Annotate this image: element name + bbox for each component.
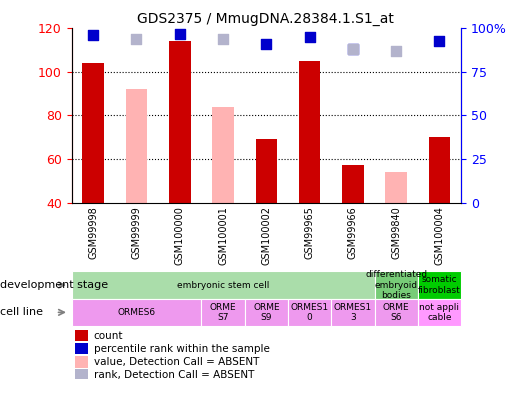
Bar (429, 137, 450, 202)
Point (219, 36, 227, 42)
Bar (82, 63, 104, 202)
Bar (75, 343, 88, 354)
Text: GSM100001: GSM100001 (218, 206, 228, 265)
Bar (375, 299, 418, 326)
Point (132, 36, 141, 42)
Text: count: count (94, 330, 123, 341)
Point (262, 41, 270, 47)
Bar (255, 139, 277, 202)
Point (89, 32, 98, 38)
Bar (72, 271, 375, 299)
Text: ORME
S9: ORME S9 (253, 303, 280, 322)
Text: GSM100002: GSM100002 (261, 206, 271, 265)
Point (392, 48, 401, 54)
Point (349, 46, 357, 53)
Bar (375, 271, 418, 299)
Bar (169, 41, 191, 202)
Bar (342, 166, 364, 202)
Point (175, 30, 184, 37)
Text: ORME
S6: ORME S6 (383, 303, 410, 322)
Text: ORME
S7: ORME S7 (210, 303, 236, 322)
Text: differentiated
embryoid
bodies: differentiated embryoid bodies (365, 270, 427, 300)
Bar (212, 107, 234, 202)
Bar (385, 172, 407, 202)
Text: somatic
fibroblast: somatic fibroblast (418, 275, 461, 295)
Bar (299, 61, 321, 202)
Bar (72, 299, 201, 326)
Text: GDS2375 / MmugDNA.28384.1.S1_at: GDS2375 / MmugDNA.28384.1.S1_at (137, 12, 393, 26)
Text: ORMES1
3: ORMES1 3 (334, 303, 372, 322)
Point (305, 34, 314, 40)
Bar (245, 299, 288, 326)
Text: value, Detection Call = ABSENT: value, Detection Call = ABSENT (94, 357, 259, 367)
Text: GSM100000: GSM100000 (175, 206, 185, 265)
Text: ORMES1
0: ORMES1 0 (290, 303, 329, 322)
Bar (75, 356, 88, 368)
Point (349, 46, 357, 53)
Text: GSM99998: GSM99998 (88, 206, 98, 259)
Text: embryonic stem cell: embryonic stem cell (177, 281, 269, 290)
Text: GSM99999: GSM99999 (131, 206, 142, 259)
Bar (331, 299, 375, 326)
Bar (288, 299, 331, 326)
Bar (418, 271, 461, 299)
Text: rank, Detection Call = ABSENT: rank, Detection Call = ABSENT (94, 370, 254, 380)
Text: not appli
cable: not appli cable (419, 303, 460, 322)
Text: percentile rank within the sample: percentile rank within the sample (94, 344, 270, 354)
Text: GSM99966: GSM99966 (348, 206, 358, 259)
Text: cell line: cell line (0, 307, 43, 318)
Text: GSM100004: GSM100004 (435, 206, 445, 265)
Bar (201, 299, 245, 326)
Bar (75, 369, 88, 381)
Text: GSM99965: GSM99965 (305, 206, 315, 259)
Point (435, 37, 444, 44)
Text: development stage: development stage (0, 280, 108, 290)
Text: GSM99840: GSM99840 (391, 206, 401, 259)
Bar (126, 90, 147, 202)
Bar (75, 330, 88, 341)
Text: ORMES6: ORMES6 (118, 308, 155, 317)
Bar (418, 299, 461, 326)
